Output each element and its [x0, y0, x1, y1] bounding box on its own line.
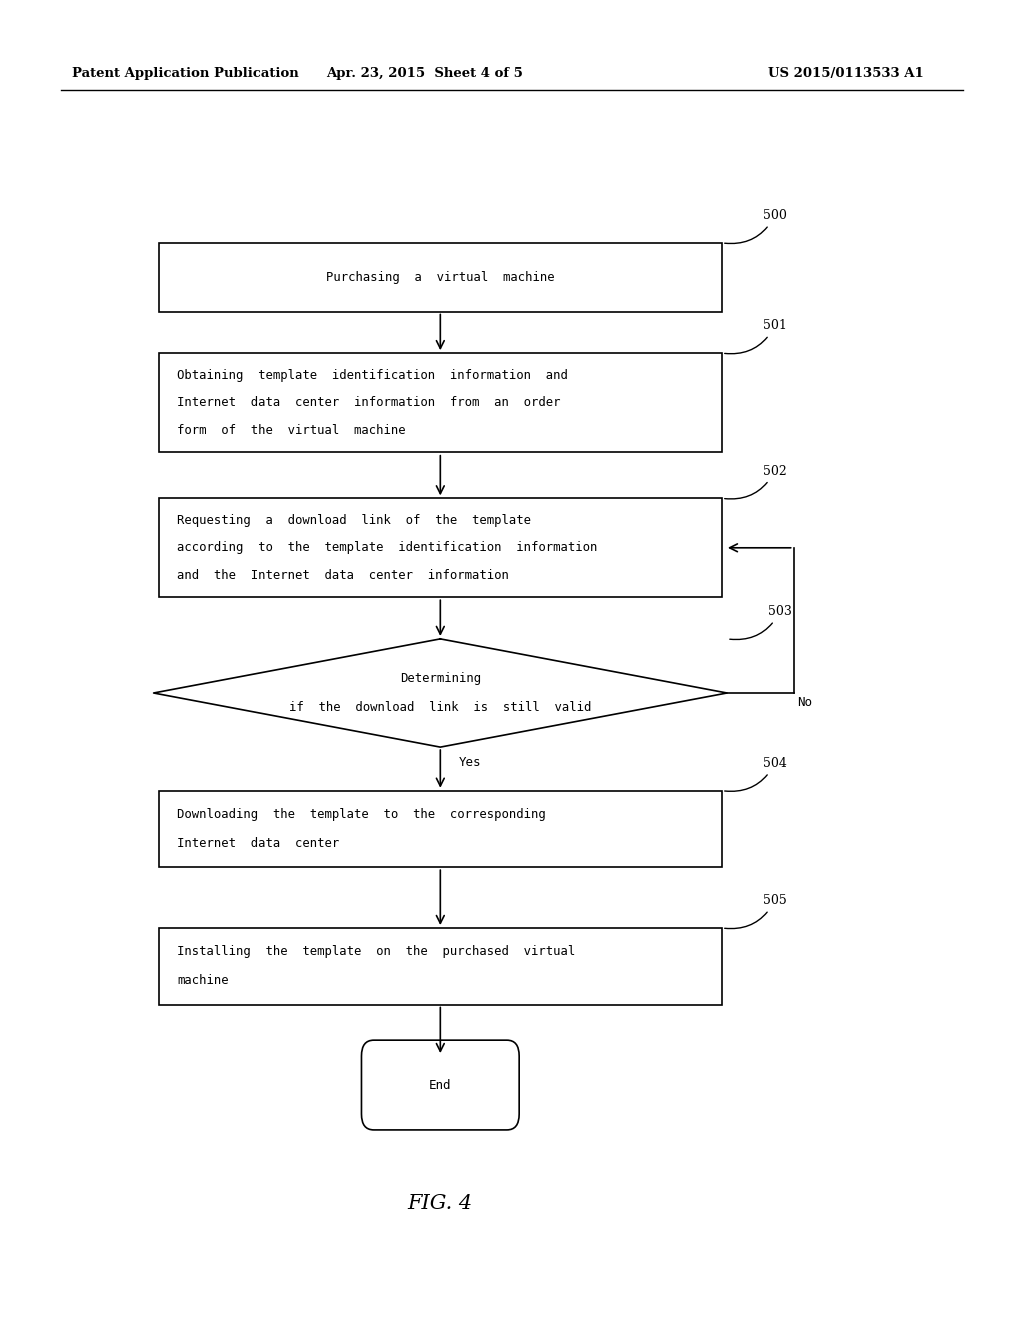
Text: End: End [429, 1078, 452, 1092]
Text: Yes: Yes [459, 756, 481, 770]
Text: Apr. 23, 2015  Sheet 4 of 5: Apr. 23, 2015 Sheet 4 of 5 [327, 67, 523, 81]
Text: Obtaining  template  identification  information  and: Obtaining template identification inform… [177, 368, 568, 381]
Text: and  the  Internet  data  center  information: and the Internet data center information [177, 569, 509, 582]
Text: Purchasing  a  virtual  machine: Purchasing a virtual machine [326, 271, 555, 284]
FancyBboxPatch shape [159, 354, 722, 451]
Text: 505: 505 [725, 894, 786, 928]
Text: machine: machine [177, 974, 228, 987]
Text: 501: 501 [725, 319, 786, 354]
Text: FIG. 4: FIG. 4 [408, 1195, 473, 1213]
Text: Requesting  a  download  link  of  the  template: Requesting a download link of the templa… [177, 513, 531, 527]
Text: Patent Application Publication: Patent Application Publication [72, 67, 298, 81]
Text: Internet  data  center  information  from  an  order: Internet data center information from an… [177, 396, 561, 409]
FancyBboxPatch shape [159, 928, 722, 1005]
Text: Internet  data  center: Internet data center [177, 837, 339, 850]
Text: Determining: Determining [399, 672, 481, 685]
Text: Downloading  the  template  to  the  corresponding: Downloading the template to the correspo… [177, 808, 546, 821]
FancyBboxPatch shape [159, 243, 722, 312]
Text: 504: 504 [725, 756, 786, 791]
Text: 500: 500 [725, 209, 786, 243]
Text: No: No [797, 696, 812, 709]
Text: according  to  the  template  identification  information: according to the template identification… [177, 541, 598, 554]
Polygon shape [154, 639, 727, 747]
Text: Installing  the  template  on  the  purchased  virtual: Installing the template on the purchased… [177, 945, 575, 958]
Text: 502: 502 [725, 465, 786, 499]
FancyBboxPatch shape [159, 499, 722, 597]
Text: form  of  the  virtual  machine: form of the virtual machine [177, 424, 406, 437]
Text: 503: 503 [730, 605, 792, 639]
FancyBboxPatch shape [361, 1040, 519, 1130]
FancyBboxPatch shape [159, 791, 722, 867]
Text: US 2015/0113533 A1: US 2015/0113533 A1 [768, 67, 924, 81]
Text: if  the  download  link  is  still  valid: if the download link is still valid [289, 701, 592, 714]
